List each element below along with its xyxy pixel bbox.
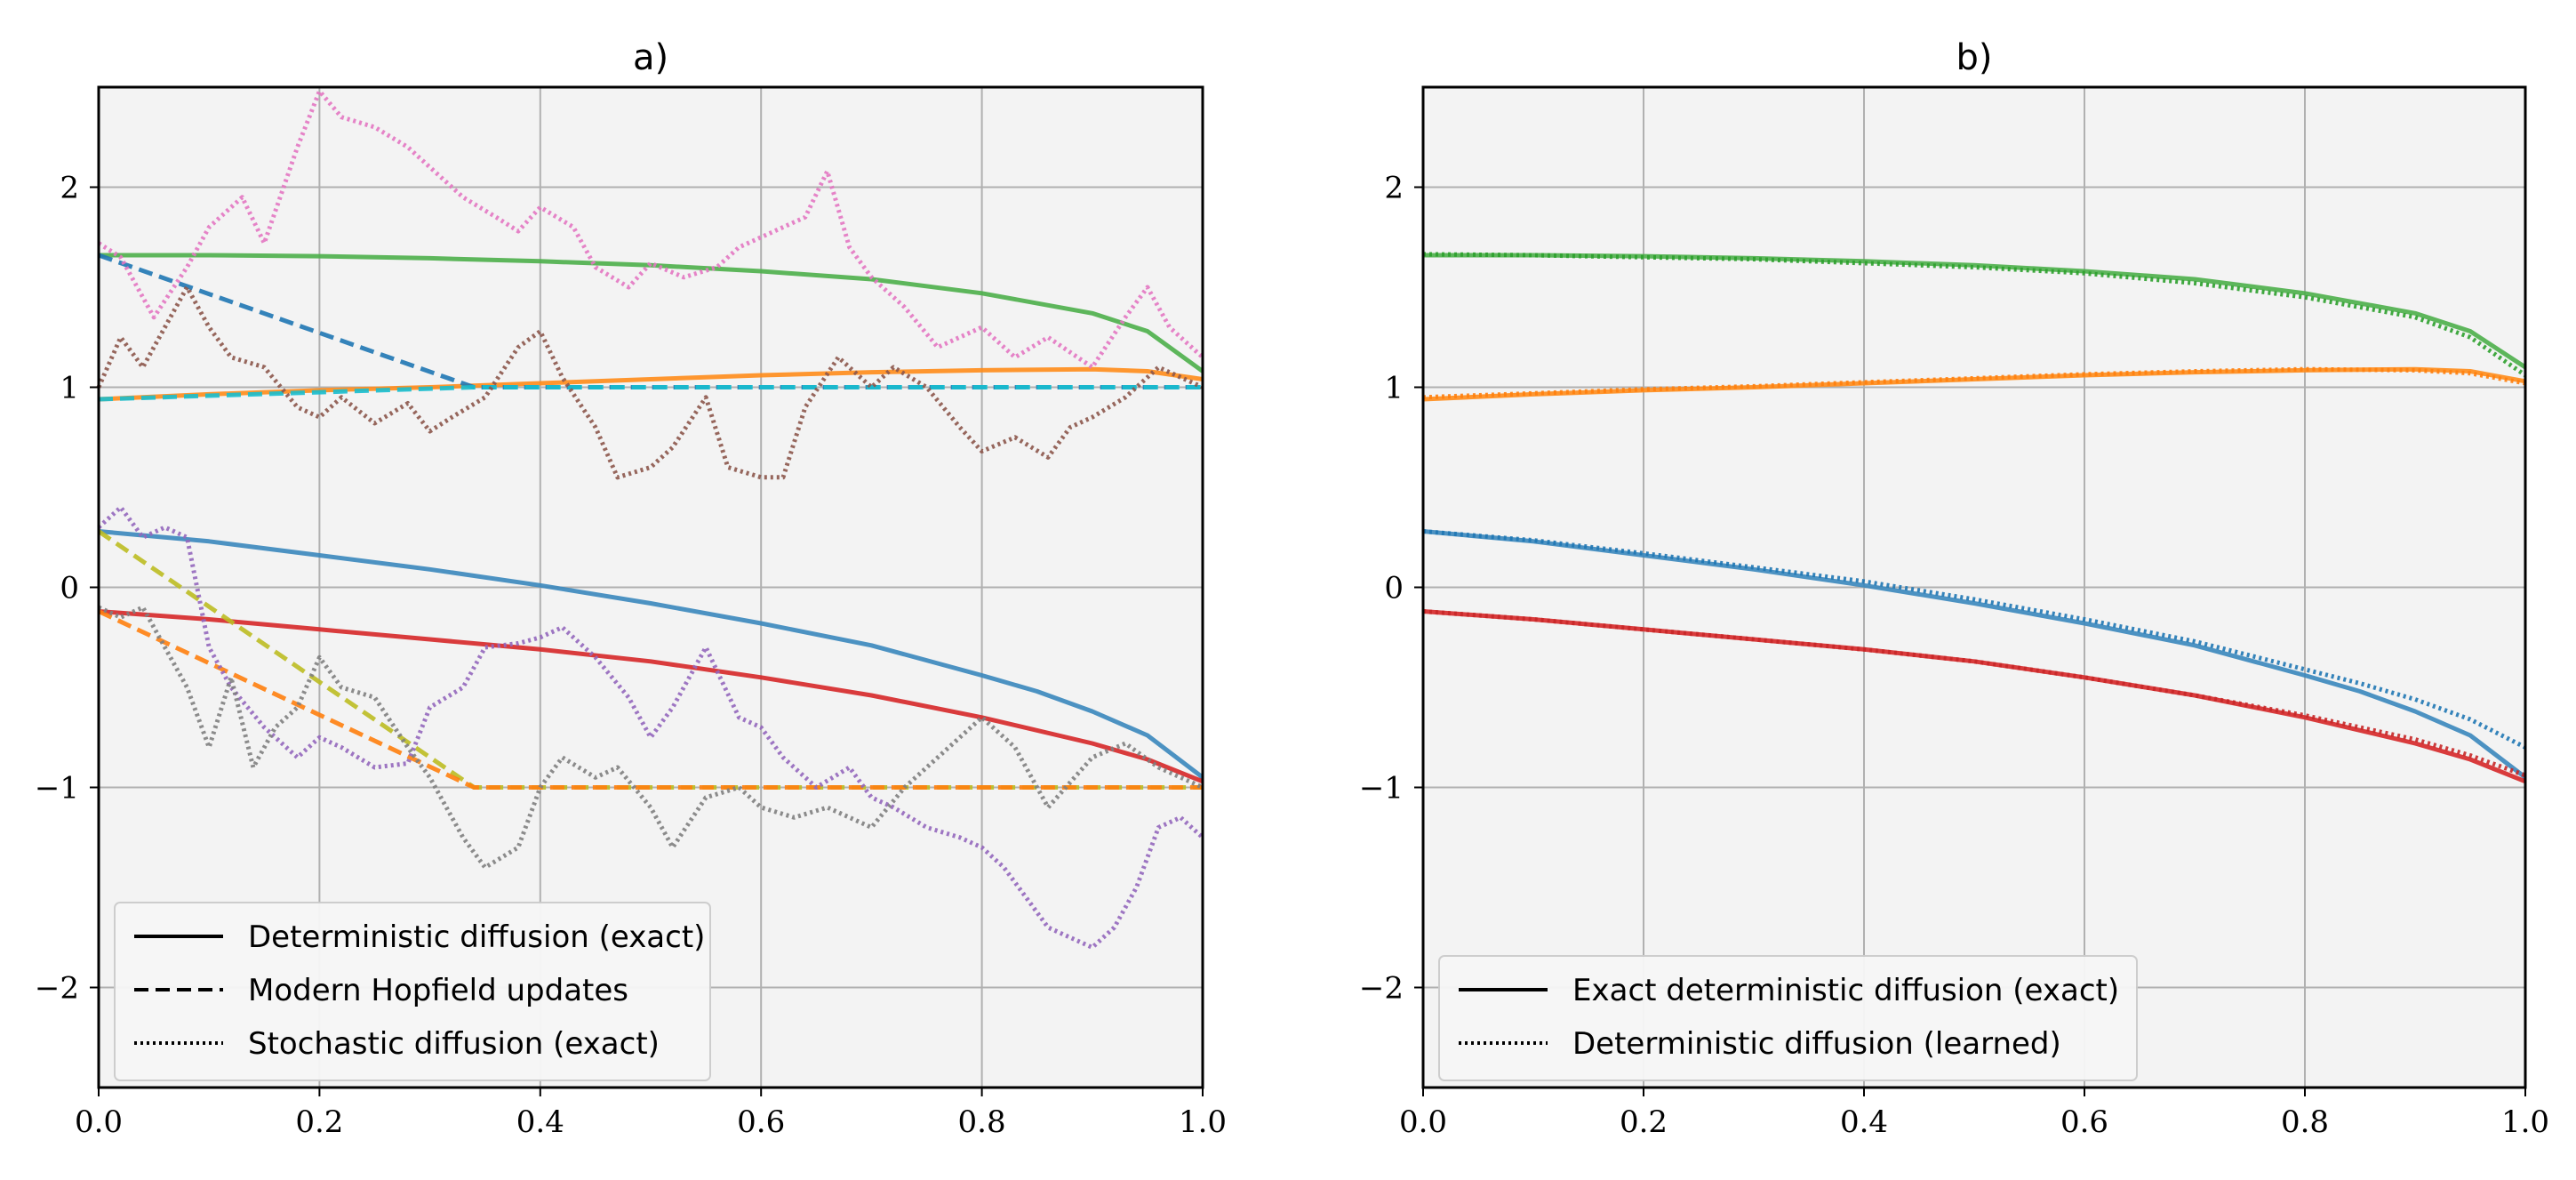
legend-label: Modern Hopfield updates (248, 973, 628, 1008)
y-tick-label: −1 (35, 771, 79, 807)
y-tick-label: 1 (1384, 371, 1404, 406)
panel-a: 0.0 0.2 0.4 0.6 0.8 1.0 2 1 0 −1 −2 a) Deterministic… (35, 37, 1227, 1140)
y-tick-label: −2 (35, 971, 79, 1007)
series-exact-orange (1422, 366, 2526, 402)
legend: Exact deterministic diffusion (exact) Det… (1438, 955, 2138, 1081)
legend-label: Deterministic diffusion (exact) (248, 919, 705, 955)
y-tick-label: −2 (1359, 971, 1404, 1007)
x-tick-label: 0.4 (516, 1104, 564, 1140)
legend-box (114, 902, 711, 1081)
series-group (1422, 252, 2527, 784)
legend-label: Stochastic diffusion (exact) (248, 1026, 660, 1062)
x-tick-label: 0.8 (2281, 1104, 2329, 1140)
series-exact-red (1422, 609, 2526, 784)
y-tick-label: −1 (1359, 771, 1404, 807)
x-tick-label: 1.0 (2501, 1104, 2549, 1140)
chart-title: a) (633, 37, 668, 78)
series-group (96, 89, 1204, 950)
x-tick-label: 0.4 (1840, 1104, 1888, 1140)
series-exact-green (1423, 253, 2527, 370)
x-tick-label: 0.2 (295, 1104, 343, 1140)
series-stochastic-brown (96, 285, 1204, 480)
plot-frame (1421, 85, 2527, 1089)
series-learned-blue (1422, 529, 2527, 750)
chart-title: b) (1956, 37, 1993, 78)
x-tick-label: 0.0 (1399, 1104, 1447, 1140)
legend-label: Deterministic diffusion (learned) (1572, 1026, 2061, 1062)
y-tick-label: 2 (1384, 171, 1404, 206)
y-tick-label: 1 (60, 371, 79, 406)
legend: Deterministic diffusion (exact) Modern Ho… (114, 902, 711, 1081)
x-tick-label: 0.8 (958, 1104, 1006, 1140)
series-exact-blue (1422, 529, 2527, 780)
plot-frame (97, 85, 1204, 1089)
legend-label: Exact deterministic diffusion (exact) (1572, 973, 2119, 1008)
x-tick-label: 1.0 (1179, 1104, 1227, 1140)
y-tick-label: 0 (60, 571, 79, 606)
series-deterministic-green (99, 253, 1204, 373)
series-stochastic-pink (97, 89, 1204, 370)
x-tick-label: 0.0 (75, 1104, 123, 1140)
panel-b: 0.0 0.2 0.4 0.6 0.8 1.0 2 1 0 −1 −2 b) Exact determi… (1359, 37, 2549, 1140)
x-tick-label: 0.6 (737, 1104, 785, 1140)
y-tick-label: 2 (60, 171, 79, 206)
series-deterministic-blue (98, 529, 1204, 780)
series-deterministic-red (98, 609, 1204, 784)
legend-box (1438, 955, 2138, 1081)
series-hopfield-orange (97, 609, 1203, 790)
series-hopfield-cyan (98, 385, 1203, 402)
x-tick-label: 0.6 (2060, 1104, 2108, 1140)
y-tick-label: 0 (1384, 571, 1404, 606)
x-tick-label: 0.2 (1620, 1104, 1668, 1140)
